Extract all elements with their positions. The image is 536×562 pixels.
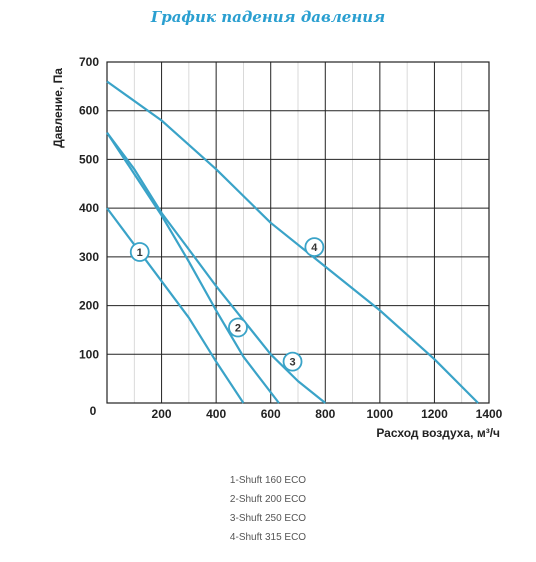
series-marker-label: 1 (137, 247, 143, 259)
y-tick-label: 200 (79, 299, 99, 313)
legend-item: 1-Shuft 160 ECO (229, 475, 307, 486)
plot-frame (106, 61, 490, 404)
x-tick-label: 1400 (476, 407, 503, 421)
series-line-2 (106, 131, 280, 404)
series-marker-label: 4 (311, 242, 318, 254)
x-tick-label: 200 (152, 407, 172, 421)
series-line-1 (106, 207, 245, 404)
chart-ticks: 0 200 400 600 800 1000 1200 1400 100 200 300 400 500… (79, 55, 503, 421)
x-tick-label: 0 (90, 404, 97, 418)
legend: 1-Shuft 160 ECO 2-Shuft 200 ECO 3-Shuft … (0, 471, 536, 547)
x-axis-label: Расход воздуха, м³/ч (376, 426, 500, 440)
x-tick-label: 1000 (367, 407, 394, 421)
legend-item: 2-Shuft 200 ECO (229, 494, 307, 505)
x-tick-label: 600 (261, 407, 281, 421)
series-marker-4 (304, 237, 325, 258)
series-line-4 (106, 80, 479, 404)
y-tick-label: 400 (79, 201, 99, 215)
x-tick-label: 800 (315, 407, 335, 421)
x-tick-label: 1200 (421, 407, 448, 421)
chart-grid (106, 61, 490, 404)
y-axis-label: Давление, Па (51, 68, 65, 148)
pressure-drop-chart: 1 2 3 4 0 200 400 600 800 1000 1200 1400 100 200 300 4… (51, 55, 503, 440)
x-tick-label: 400 (206, 407, 226, 421)
series-marker-label: 3 (289, 357, 295, 369)
y-tick-label: 100 (79, 347, 99, 361)
chart-title: График падения давления (150, 8, 386, 26)
legend-item: 3-Shuft 250 ECO (229, 513, 307, 524)
series-marker-3 (282, 351, 303, 372)
chart-markers: 1 2 3 4 (129, 237, 325, 372)
y-tick-label: 500 (79, 152, 99, 166)
y-tick-label: 700 (79, 55, 99, 69)
series-marker-2 (228, 317, 248, 338)
legend-item: 4-Shuft 315 ECO (229, 532, 307, 543)
series-line-3 (106, 131, 326, 404)
y-tick-label: 600 (79, 104, 99, 118)
y-tick-label: 300 (79, 250, 99, 264)
series-marker-label: 2 (235, 322, 241, 334)
series-marker-1 (129, 242, 150, 262)
chart-curves (106, 80, 479, 404)
